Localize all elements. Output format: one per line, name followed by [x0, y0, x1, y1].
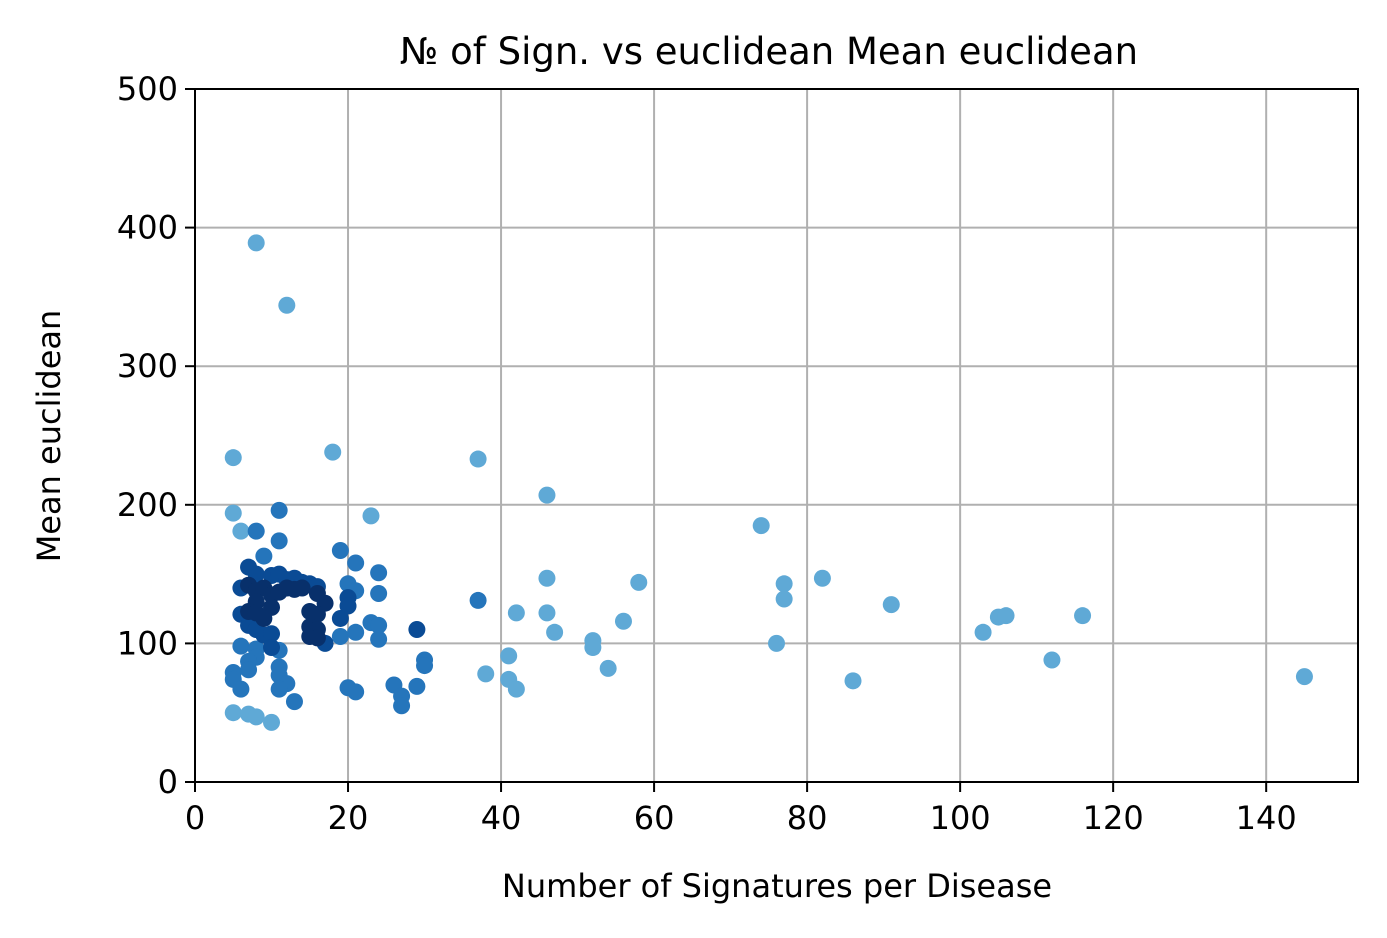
data-point: [270, 532, 288, 550]
x-tick-label: 80: [787, 799, 828, 837]
data-point: [370, 630, 388, 648]
plot-frame: [194, 88, 1359, 783]
data-points: [224, 234, 1313, 731]
data-point: [247, 234, 265, 252]
data-point: [813, 569, 831, 587]
data-point: [882, 596, 900, 614]
data-point: [293, 579, 311, 597]
data-point: [347, 623, 365, 641]
data-point: [308, 605, 326, 623]
y-tick-label: 200: [117, 486, 178, 524]
data-point: [546, 623, 564, 641]
data-point: [324, 443, 342, 461]
data-point: [1074, 607, 1092, 625]
data-point: [224, 449, 242, 467]
data-point: [393, 697, 411, 715]
data-point: [768, 634, 785, 652]
data-point: [331, 627, 349, 645]
data-point: [232, 522, 250, 540]
data-point: [270, 680, 288, 698]
data-point: [370, 585, 388, 603]
data-point: [232, 637, 250, 655]
data-point: [255, 547, 273, 565]
data-point: [285, 693, 303, 711]
data-point: [370, 616, 388, 634]
data-point: [507, 604, 525, 622]
data-point: [507, 680, 525, 698]
data-point: [370, 564, 388, 582]
data-point: [247, 522, 265, 540]
data-point: [844, 672, 862, 690]
data-point: [1295, 668, 1313, 686]
data-point: [278, 296, 296, 314]
data-point: [408, 677, 426, 695]
data-point: [500, 647, 518, 665]
data-point: [752, 517, 770, 535]
data-point: [775, 575, 793, 593]
data-point: [247, 708, 265, 726]
data-point: [469, 591, 487, 609]
data-point: [538, 486, 556, 504]
x-tick-label: 100: [930, 799, 991, 837]
data-point: [270, 501, 288, 519]
y-tick-label: 0: [158, 763, 178, 801]
y-tick-label: 100: [117, 624, 178, 662]
data-point: [599, 659, 617, 677]
x-tick-label: 40: [481, 799, 522, 837]
chart-title: № of Sign. vs euclidean Mean euclidean: [400, 30, 1138, 73]
data-point: [997, 607, 1015, 625]
data-point: [538, 569, 556, 587]
x-tick-label: 140: [1236, 799, 1297, 837]
data-point: [1043, 651, 1061, 669]
data-point: [263, 639, 281, 657]
data-point: [232, 680, 250, 698]
data-point: [308, 629, 326, 647]
data-point: [339, 597, 357, 615]
data-point: [331, 542, 349, 560]
x-tick-label: 60: [634, 799, 675, 837]
x-tick-label: 0: [185, 799, 205, 837]
x-tick-label: 20: [328, 799, 369, 837]
data-point: [224, 704, 242, 722]
x-axis-label: Number of Signatures per Disease: [502, 867, 1052, 905]
data-point: [416, 657, 434, 675]
data-point: [240, 661, 258, 679]
data-point: [224, 504, 242, 522]
y-axis-ticks: 0 100 200 300 400 500: [117, 70, 195, 801]
data-point: [255, 609, 273, 627]
x-tick-label: 120: [1083, 799, 1144, 837]
data-point: [974, 623, 992, 641]
data-point: [477, 665, 495, 683]
data-point: [469, 450, 487, 468]
data-point: [614, 612, 632, 630]
y-tick-label: 400: [117, 209, 178, 247]
data-point: [263, 713, 281, 731]
data-point: [347, 554, 365, 572]
y-axis-label: Mean euclidean: [30, 310, 68, 563]
y-tick-label: 300: [117, 347, 178, 385]
data-point: [347, 683, 365, 701]
data-point: [331, 609, 349, 627]
data-point: [584, 639, 602, 657]
data-point: [775, 590, 793, 608]
data-point: [263, 625, 281, 643]
data-point: [362, 507, 380, 525]
x-axis-ticks: 0 20 40 60 80 100 120 140: [185, 782, 1297, 837]
data-point: [538, 604, 556, 622]
y-tick-label: 500: [117, 70, 178, 108]
data-point: [408, 621, 426, 639]
data-point: [630, 573, 648, 591]
